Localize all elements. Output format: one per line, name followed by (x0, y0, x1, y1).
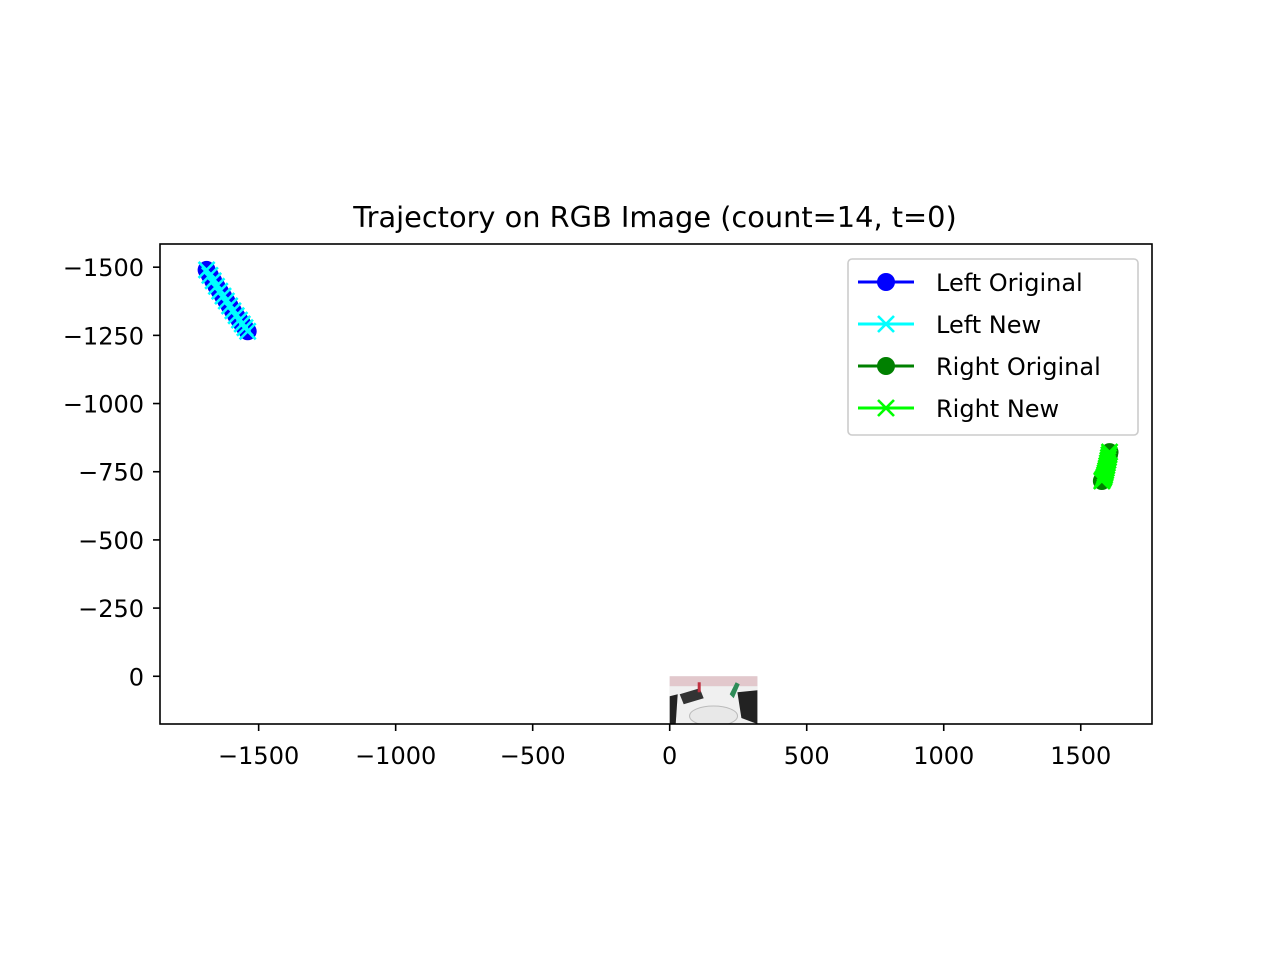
y-tick-label: −250 (78, 595, 144, 623)
data-point (238, 322, 257, 341)
plot-area (197, 260, 1119, 724)
legend-entry: Left New (858, 311, 1041, 339)
x-tick-label: −500 (500, 742, 566, 770)
y-tick-label: −1250 (63, 322, 144, 350)
y-tick-label: −1500 (63, 254, 144, 282)
object-green (729, 682, 740, 699)
legend: Left Original Left New Right Original Right… (847, 258, 1139, 436)
series-layer (197, 260, 1119, 490)
y-tick-label: −500 (78, 527, 144, 555)
legend-label: Right Original (936, 353, 1101, 381)
legend-box (847, 258, 1139, 436)
series-left-new (197, 260, 257, 341)
legend-marker (877, 273, 895, 291)
robot-arm-left (669, 694, 678, 724)
data-point (1092, 472, 1111, 490)
x-tick-label: 0 (662, 742, 677, 770)
data-point (204, 271, 223, 290)
x-tick-label: −1000 (355, 742, 436, 770)
x-tick-label: 500 (784, 742, 830, 770)
robot-arm-right (737, 690, 758, 724)
y-tick-label: −750 (78, 459, 144, 487)
y-tick-label: 0 (129, 663, 144, 691)
legend-label: Right New (936, 395, 1059, 423)
x-axis: −1500 −1000 −500 0 500 1000 1500 (218, 724, 1111, 770)
legend-label: Left New (936, 311, 1041, 339)
legend-label: Left Original (936, 269, 1083, 297)
legend-marker (877, 399, 895, 417)
y-axis: −1500 −1250 −1000 −750 −500 −250 0 (63, 254, 160, 691)
legend-marker (877, 315, 895, 333)
legend-entry: Right Original (858, 353, 1101, 381)
table-object (689, 705, 739, 724)
legend-entry: Left Original (858, 269, 1083, 297)
scene-wall (669, 676, 758, 687)
data-point (197, 260, 216, 279)
legend-entry: Right New (858, 395, 1059, 423)
legend-marker (877, 357, 895, 375)
rgb-robot-scene-image (669, 676, 758, 724)
x-tick-label: −1500 (218, 742, 299, 770)
x-tick-label: 1000 (913, 742, 974, 770)
x-tick-label: 1500 (1050, 742, 1111, 770)
data-point (200, 266, 219, 285)
y-tick-label: −1000 (63, 391, 144, 419)
marker-red (697, 682, 701, 693)
axes-frame (159, 243, 1153, 725)
chart-title: Trajectory on RGB Image (count=14, t=0) (352, 200, 956, 234)
series-right-new (1092, 443, 1119, 490)
